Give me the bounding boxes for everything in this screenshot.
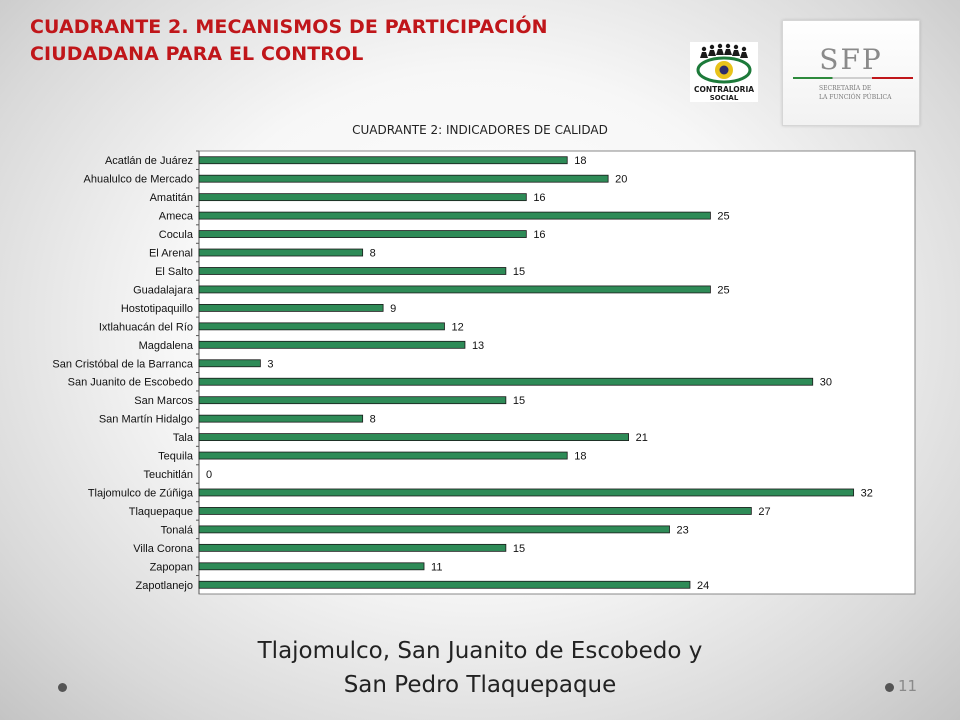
category-label-san-cristobal-de-la-barranca: San Cristóbal de la Barranca bbox=[52, 358, 194, 370]
bar-el-salto bbox=[198, 267, 507, 275]
category-label-cocula: Cocula bbox=[159, 229, 194, 241]
value-label-zapopan: 11 bbox=[431, 561, 442, 573]
contraloria-social-logo: CONTRALORIA SOCIAL bbox=[690, 42, 758, 102]
category-label-ixtlahuacan-del-rio: Ixtlahuacán del Río bbox=[99, 321, 193, 333]
category-label-san-marcos: San Marcos bbox=[134, 395, 193, 407]
category-label-zapotlanejo: Zapotlanejo bbox=[136, 580, 194, 592]
page-title: CUADRANTE 2. MECANISMOS DE PARTICIPACIÓN… bbox=[30, 14, 548, 68]
category-label-zapopan: Zapopan bbox=[150, 561, 193, 573]
sfp-logo-tricolor-line bbox=[793, 77, 913, 79]
bar-san-marcos bbox=[198, 396, 507, 405]
bar-tala bbox=[198, 433, 630, 442]
category-label-tonala: Tonalá bbox=[161, 524, 194, 536]
value-label-tala: 21 bbox=[636, 432, 648, 444]
plot-area bbox=[198, 150, 916, 595]
contraloria-logo-text-2: SOCIAL bbox=[710, 94, 739, 102]
value-label-el-salto: 15 bbox=[513, 266, 525, 278]
category-label-el-salto: El Salto bbox=[155, 266, 193, 278]
bar-tequila bbox=[198, 451, 568, 460]
bar-ahualulco-de-mercado bbox=[198, 174, 609, 183]
footer-caption-line-2: San Pedro Tlaquepaque bbox=[343, 672, 617, 698]
value-label-tequila: 18 bbox=[574, 451, 586, 463]
bar-tlaquepaque bbox=[198, 507, 752, 515]
value-label-san-martin-hidalgo: 8 bbox=[370, 414, 376, 426]
value-label-tonala: 23 bbox=[677, 524, 689, 536]
category-label-amatitan: Amatitán bbox=[150, 192, 193, 204]
category-label-tequila: Tequila bbox=[158, 451, 194, 463]
category-label-san-juanito-de-escobedo: San Juanito de Escobedo bbox=[68, 377, 193, 389]
footer-caption-line-1: Tlajomulco, San Juanito de Escobedo y bbox=[257, 638, 703, 664]
chart-title: CUADRANTE 2: INDICADORES DE CALIDAD bbox=[352, 123, 608, 137]
category-label-tala: Tala bbox=[173, 432, 194, 444]
value-label-el-arenal: 8 bbox=[370, 248, 376, 260]
category-label-teuchitlan: Teuchitlán bbox=[143, 469, 193, 481]
value-label-san-juanito-de-escobedo: 30 bbox=[820, 377, 832, 389]
bar-zapopan bbox=[198, 562, 425, 571]
bars-layer: Acatlán de Juárez 18 Ahualulco de Mercado 2… bbox=[52, 150, 873, 592]
value-label-guadalajara: 25 bbox=[717, 284, 729, 296]
bar-villa-corona bbox=[198, 543, 507, 552]
bar-san-martin-hidalgo bbox=[198, 414, 364, 423]
contraloria-logo-text-1: CONTRALORIA bbox=[694, 85, 754, 94]
page-number: 11 bbox=[898, 677, 918, 695]
bar-zapotlanejo bbox=[198, 580, 691, 589]
page-title-line-1: CUADRANTE 2. MECANISMOS DE PARTICIPACIÓN bbox=[30, 16, 548, 38]
value-label-magdalena: 13 bbox=[472, 340, 484, 352]
value-label-zapotlanejo: 24 bbox=[697, 580, 709, 592]
category-label-san-martin-hidalgo: San Martín Hidalgo bbox=[99, 414, 193, 426]
sfp-logo-subtitle-line-1: SECRETARÍA DE bbox=[819, 85, 872, 92]
bar-tonala bbox=[198, 525, 670, 534]
category-label-hostotipaquillo: Hostotipaquillo bbox=[121, 303, 193, 315]
page-title-line-2: CIUDADANA PARA EL CONTROL bbox=[30, 43, 364, 65]
value-label-san-cristobal-de-la-barranca: 3 bbox=[267, 358, 273, 370]
bar-amatitan bbox=[198, 193, 527, 202]
left-bullet-dot bbox=[58, 683, 67, 692]
category-label-tlajomulco-de-zuniga: Tlajomulco de Zúñiga bbox=[88, 487, 194, 499]
bar-ixtlahuacan-del-rio bbox=[198, 322, 445, 331]
sfp-logo-title: SFP bbox=[819, 43, 883, 76]
value-label-amatitan: 16 bbox=[533, 192, 545, 204]
bar-ameca bbox=[198, 211, 711, 220]
category-label-guadalajara: Guadalajara bbox=[133, 284, 194, 296]
sfp-logo: SFP SECRETARÍA DE LA FUNCIÓN PÚBLICA bbox=[782, 20, 920, 126]
bar-san-cristobal-de-la-barranca bbox=[198, 359, 261, 368]
category-label-tlaquepaque: Tlaquepaque bbox=[129, 506, 193, 518]
value-label-cocula: 16 bbox=[533, 229, 545, 241]
value-label-tlajomulco-de-zuniga: 32 bbox=[861, 487, 873, 499]
category-label-villa-corona: Villa Corona bbox=[133, 543, 194, 555]
bar-hostotipaquillo bbox=[198, 303, 384, 312]
sfp-logo-subtitle: SECRETARÍA DE LA FUNCIÓN PÚBLICA bbox=[819, 84, 909, 102]
bar-magdalena bbox=[198, 340, 466, 349]
right-bullet-dot bbox=[885, 683, 894, 692]
bar-tlajomulco-de-zuniga bbox=[198, 488, 855, 497]
value-label-villa-corona: 15 bbox=[513, 543, 525, 555]
category-label-magdalena: Magdalena bbox=[139, 340, 194, 352]
category-label-el-arenal: El Arenal bbox=[149, 248, 193, 260]
value-label-teuchitlan: 0 bbox=[206, 469, 212, 481]
category-label-ameca: Ameca bbox=[159, 211, 194, 223]
category-label-acatlan-de-juarez: Acatlán de Juárez bbox=[105, 155, 193, 167]
value-label-ameca: 25 bbox=[717, 211, 729, 223]
value-label-hostotipaquillo: 9 bbox=[390, 303, 396, 315]
bar-cocula bbox=[198, 230, 527, 238]
bar-guadalajara bbox=[198, 285, 711, 294]
bar-acatlan-de-juarez bbox=[198, 156, 568, 165]
bar-el-arenal bbox=[198, 248, 364, 257]
value-label-san-marcos: 15 bbox=[513, 395, 525, 407]
bar-san-juanito-de-escobedo bbox=[198, 377, 814, 386]
value-label-ahualulco-de-mercado: 20 bbox=[615, 174, 627, 186]
sfp-logo-subtitle-line-2: LA FUNCIÓN PÚBLICA bbox=[819, 94, 892, 101]
value-label-tlaquepaque: 27 bbox=[758, 506, 770, 518]
category-label-ahualulco-de-mercado: Ahualulco de Mercado bbox=[84, 174, 193, 186]
value-label-ixtlahuacan-del-rio: 12 bbox=[451, 321, 463, 333]
value-label-acatlan-de-juarez: 18 bbox=[574, 155, 586, 167]
